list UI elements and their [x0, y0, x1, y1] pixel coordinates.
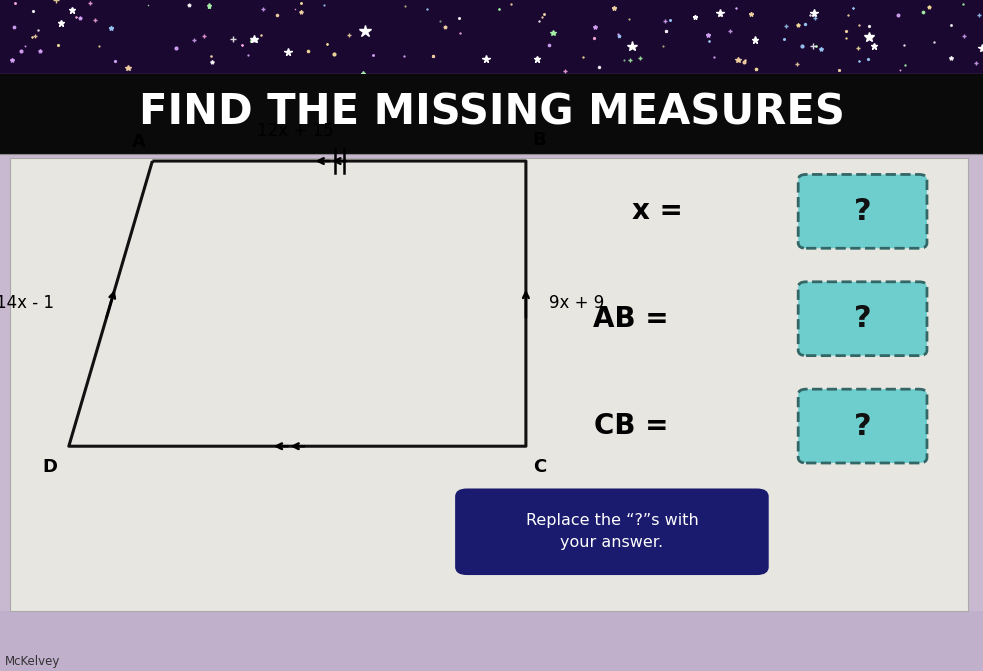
- Text: FIND THE MISSING MEASURES: FIND THE MISSING MEASURES: [139, 92, 844, 134]
- Text: B: B: [533, 131, 547, 149]
- FancyBboxPatch shape: [798, 389, 927, 463]
- FancyBboxPatch shape: [798, 282, 927, 356]
- Text: ?: ?: [854, 197, 871, 226]
- Text: x =: x =: [632, 197, 683, 225]
- FancyBboxPatch shape: [455, 488, 769, 575]
- Text: 14x - 1: 14x - 1: [0, 295, 54, 312]
- Text: D: D: [42, 458, 57, 476]
- Text: C: C: [533, 458, 546, 476]
- Bar: [10, 158, 968, 611]
- Text: AB =: AB =: [593, 305, 668, 333]
- FancyBboxPatch shape: [798, 174, 927, 248]
- Text: ?: ?: [854, 411, 871, 441]
- Text: ?: ?: [854, 304, 871, 333]
- Bar: [0, 74, 983, 154]
- Bar: [0, 611, 983, 671]
- Text: CB =: CB =: [594, 412, 668, 440]
- Text: McKelvey: McKelvey: [5, 655, 60, 668]
- Text: Replace the “?”s with
your answer.: Replace the “?”s with your answer.: [526, 513, 698, 550]
- Text: 9x + 9: 9x + 9: [549, 295, 604, 312]
- Text: A: A: [132, 133, 145, 151]
- Bar: [0, 0, 983, 74]
- Text: 12x + 15: 12x + 15: [257, 121, 333, 140]
